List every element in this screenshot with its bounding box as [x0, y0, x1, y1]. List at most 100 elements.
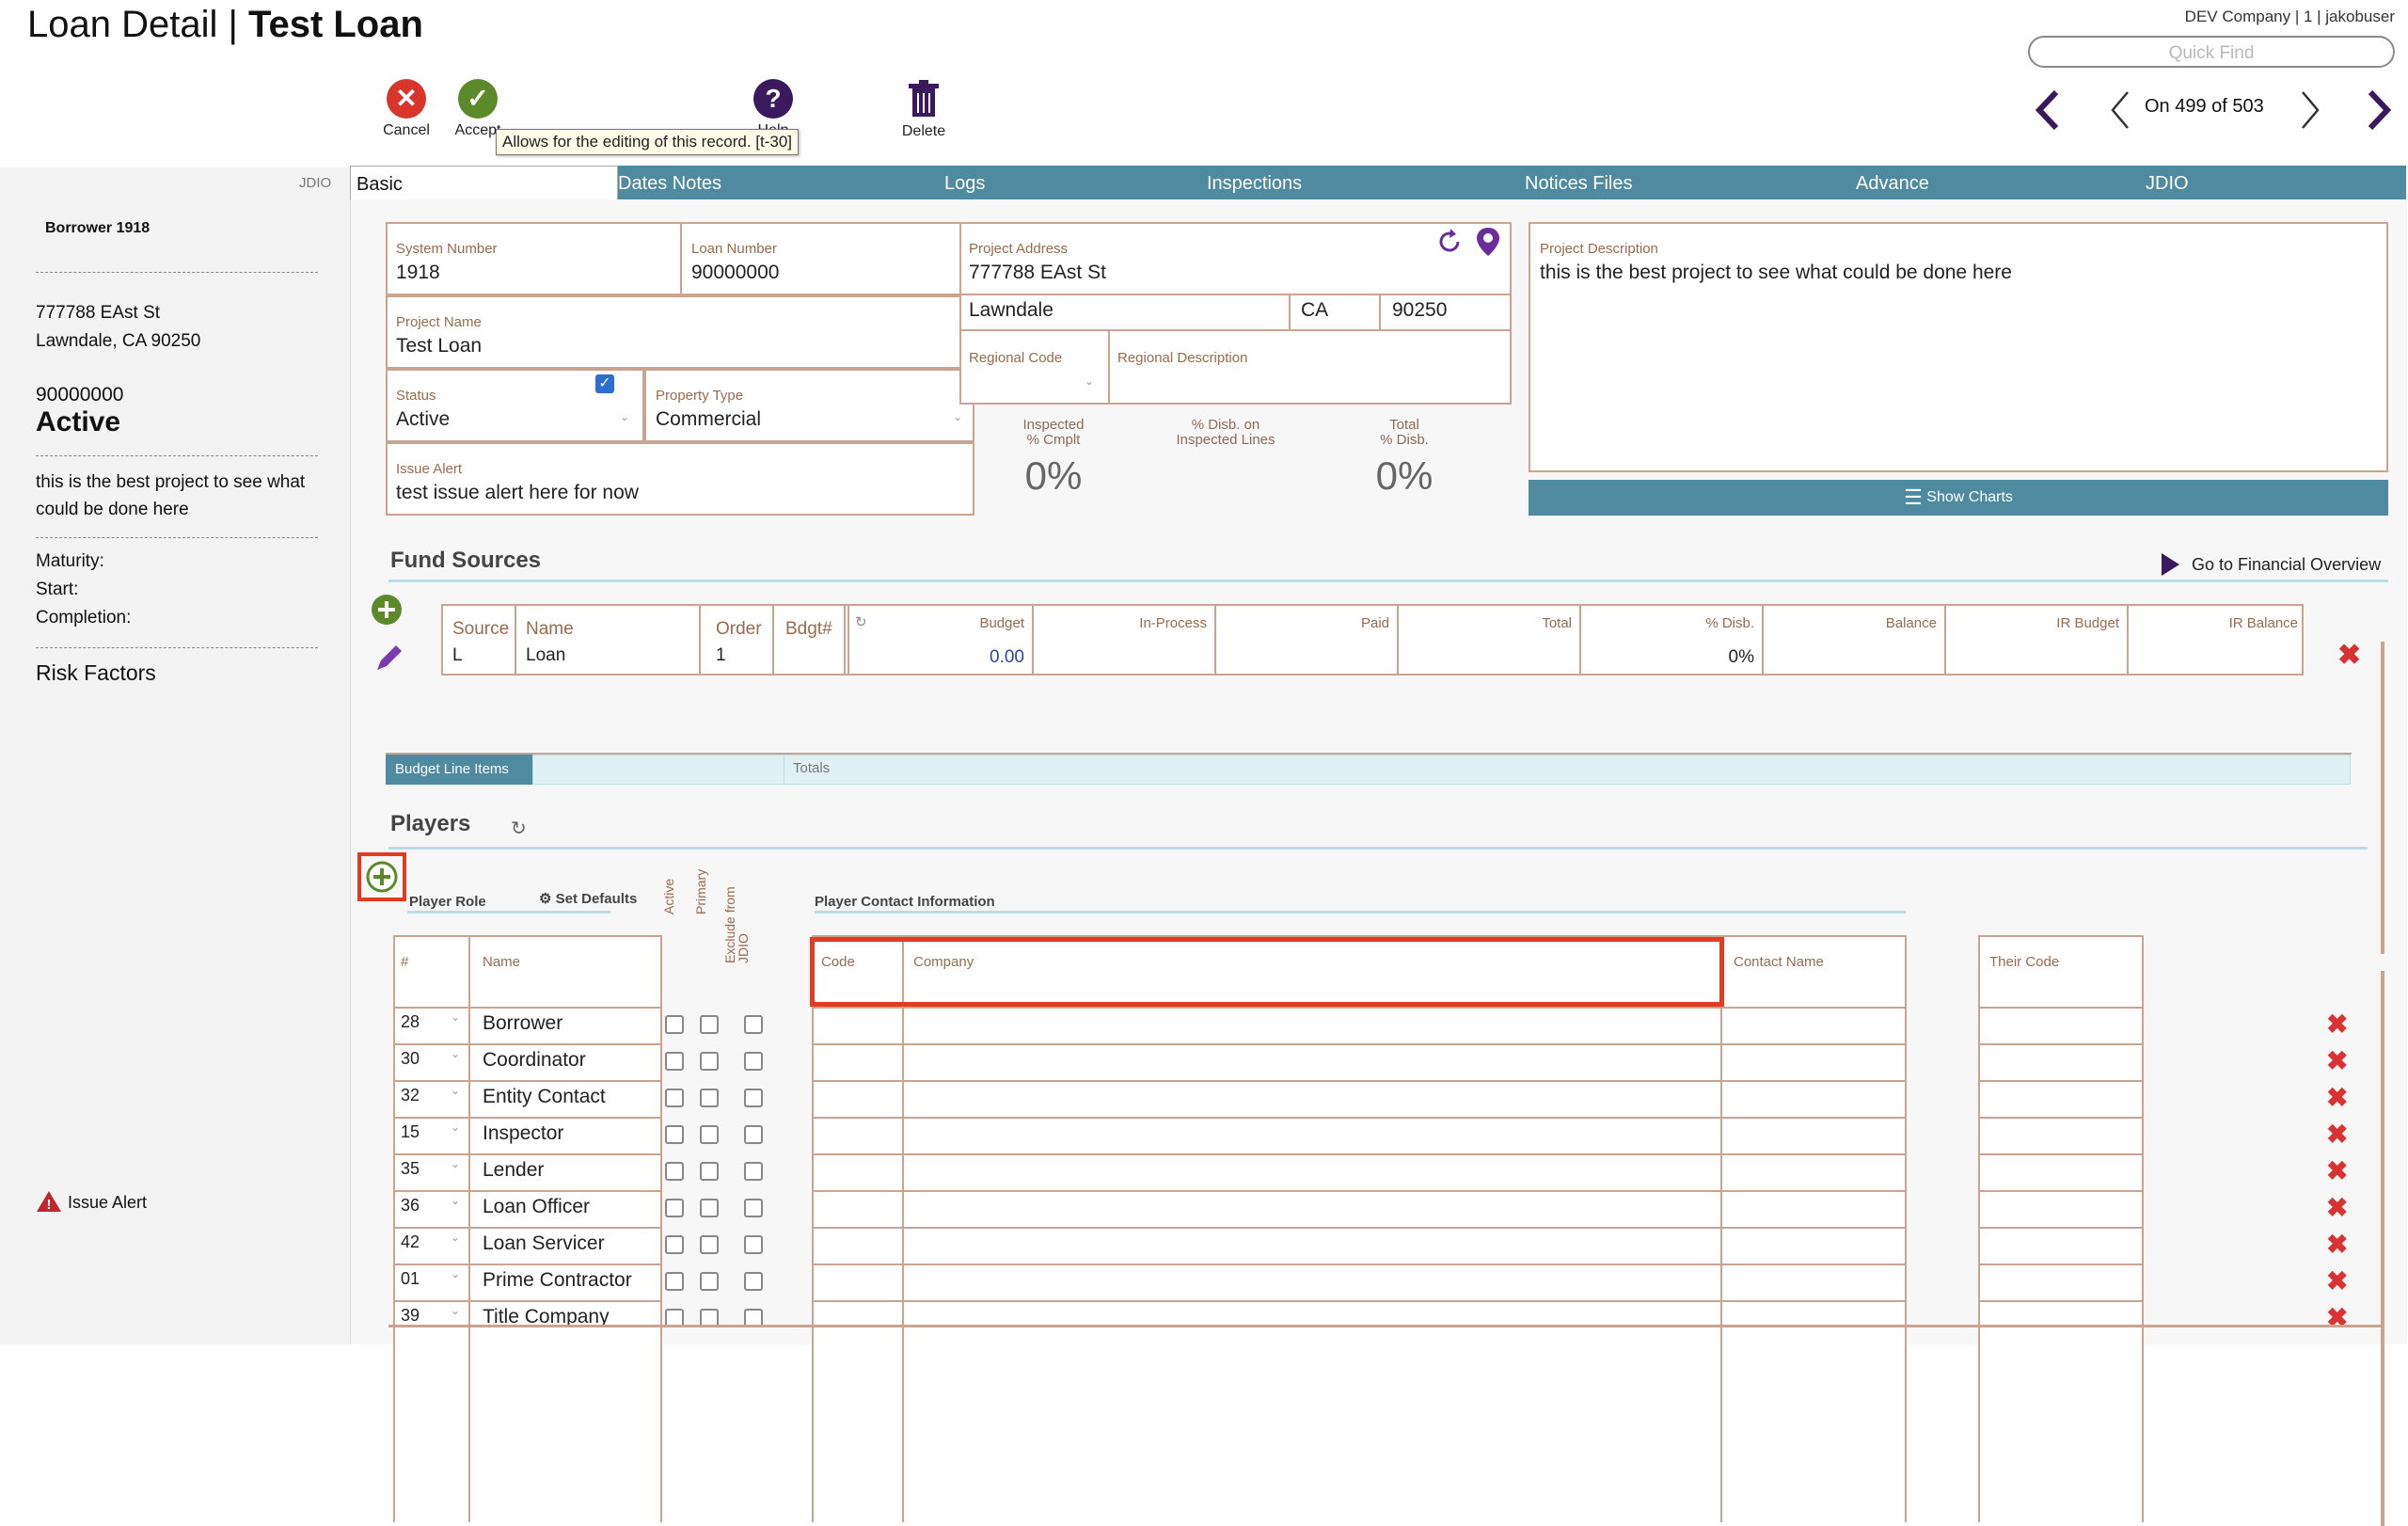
- next-record-icon[interactable]: [2295, 88, 2323, 132]
- map-pin-icon[interactable]: [1475, 226, 1501, 258]
- chevron-down-icon[interactable]: ⌄: [451, 1231, 461, 1244]
- exclude-checkbox[interactable]: [744, 1272, 763, 1291]
- exclude-checkbox[interactable]: [744, 1199, 763, 1217]
- refresh-small-icon[interactable]: ↻: [855, 614, 867, 630]
- tab-basic[interactable]: Basic: [350, 166, 618, 199]
- player-row-number[interactable]: 28: [401, 1012, 420, 1031]
- project-description-field[interactable]: this is the best project to see what cou…: [1540, 262, 2012, 283]
- delete-player-icon[interactable]: ✖: [2326, 1009, 2349, 1039]
- zip-field[interactable]: 90250: [1392, 299, 1448, 321]
- primary-checkbox[interactable]: [700, 1272, 719, 1291]
- active-checkbox[interactable]: [665, 1052, 684, 1071]
- primary-checkbox[interactable]: [700, 1199, 719, 1217]
- jdio-badge[interactable]: JDIO: [299, 175, 332, 191]
- refresh-players-icon[interactable]: ↻: [511, 819, 527, 839]
- status-select[interactable]: Active: [396, 408, 451, 430]
- primary-checkbox[interactable]: [700, 1015, 719, 1034]
- player-row-number[interactable]: 32: [401, 1086, 420, 1105]
- status-checkbox[interactable]: ✓: [595, 374, 614, 393]
- loan-number-field[interactable]: 90000000: [691, 262, 780, 283]
- prev-record-icon[interactable]: [2107, 88, 2135, 132]
- pencil-edit-icon[interactable]: [373, 642, 405, 674]
- chevron-down-icon[interactable]: ⌄: [451, 1194, 461, 1207]
- exclude-checkbox[interactable]: [744, 1162, 763, 1181]
- delete-player-icon[interactable]: ✖: [2326, 1120, 2349, 1149]
- primary-checkbox[interactable]: [700, 1089, 719, 1107]
- players-scrollbar[interactable]: [2381, 971, 2384, 1526]
- chevron-down-icon[interactable]: ⌄: [451, 1157, 461, 1170]
- sidebar-issue-alert[interactable]: Issue Alert: [68, 1193, 148, 1212]
- chevron-down-icon[interactable]: ⌄: [451, 1304, 461, 1317]
- state-field[interactable]: CA: [1301, 299, 1329, 321]
- primary-checkbox[interactable]: [700, 1162, 719, 1181]
- cancel-button[interactable]: ✕ Cancel: [376, 79, 436, 139]
- scrollbar[interactable]: [2381, 642, 2384, 954]
- delete-player-icon[interactable]: ✖: [2326, 1266, 2349, 1296]
- delete-player-icon[interactable]: ✖: [2326, 1156, 2349, 1185]
- budget-value[interactable]: 0.00: [990, 647, 1024, 667]
- player-row-number[interactable]: 15: [401, 1122, 420, 1141]
- go-financial-overview-link[interactable]: Go to Financial Overview: [2192, 555, 2382, 574]
- show-charts-button[interactable]: ☰ Show Charts: [1529, 480, 2388, 516]
- active-checkbox[interactable]: [665, 1235, 684, 1254]
- exclude-checkbox[interactable]: [744, 1015, 763, 1034]
- delete-player-icon[interactable]: ✖: [2326, 1303, 2349, 1332]
- chevron-down-icon[interactable]: ⌄: [451, 1121, 461, 1134]
- exclude-checkbox[interactable]: [744, 1235, 763, 1254]
- exclude-checkbox[interactable]: [744, 1089, 763, 1107]
- chevron-down-icon[interactable]: ⌄: [451, 1084, 461, 1097]
- chevron-down-icon[interactable]: ⌄: [1085, 374, 1095, 388]
- project-address-field[interactable]: 777788 EAst St: [969, 262, 1106, 283]
- tab-inspections[interactable]: Inspections: [1207, 173, 1303, 194]
- primary-checkbox[interactable]: [700, 1235, 719, 1254]
- refresh-icon[interactable]: [1435, 228, 1464, 256]
- delete-player-icon[interactable]: ✖: [2326, 1083, 2349, 1112]
- delete-player-icon[interactable]: ✖: [2326, 1230, 2349, 1259]
- active-checkbox[interactable]: [665, 1272, 684, 1291]
- add-fund-source-icon[interactable]: [370, 593, 404, 627]
- player-row-number[interactable]: 35: [401, 1159, 420, 1178]
- active-checkbox[interactable]: [665, 1125, 684, 1144]
- player-row-number[interactable]: 39: [401, 1306, 420, 1325]
- fund-name-value[interactable]: Loan: [526, 645, 566, 665]
- system-number-field[interactable]: 1918: [396, 262, 440, 283]
- chevron-down-icon[interactable]: ⌄: [451, 1267, 461, 1280]
- player-row-number[interactable]: 01: [401, 1269, 420, 1288]
- accept-button[interactable]: ✓ Accept: [448, 79, 508, 139]
- primary-checkbox[interactable]: [700, 1052, 719, 1071]
- project-name-field[interactable]: Test Loan: [396, 335, 483, 357]
- tab-logs[interactable]: Logs: [944, 173, 986, 194]
- delete-player-icon[interactable]: ✖: [2326, 1193, 2349, 1222]
- player-row-number[interactable]: 42: [401, 1232, 420, 1251]
- active-checkbox[interactable]: [665, 1015, 684, 1034]
- fund-order-value[interactable]: 1: [716, 645, 726, 665]
- fund-source-value[interactable]: L: [452, 645, 463, 665]
- delete-fund-source-icon[interactable]: ✖: [2337, 640, 2362, 671]
- exclude-checkbox[interactable]: [744, 1125, 763, 1144]
- first-record-icon[interactable]: [2032, 88, 2064, 132]
- active-checkbox[interactable]: [665, 1162, 684, 1181]
- budget-line-items-button[interactable]: Budget Line Items: [386, 755, 532, 785]
- active-checkbox[interactable]: [665, 1199, 684, 1217]
- tab-dates-notes[interactable]: Dates Notes: [618, 173, 722, 194]
- active-checkbox[interactable]: [665, 1089, 684, 1107]
- tab-notices-files[interactable]: Notices Files: [1525, 173, 1633, 194]
- tab-advance[interactable]: Advance: [1856, 173, 1929, 194]
- set-defaults-button[interactable]: ⚙ Set Defaults: [539, 890, 637, 907]
- player-row-number[interactable]: 30: [401, 1049, 420, 1068]
- primary-checkbox[interactable]: [700, 1125, 719, 1144]
- player-row-number[interactable]: 36: [401, 1196, 420, 1215]
- delete-player-icon[interactable]: ✖: [2326, 1046, 2349, 1075]
- chevron-down-icon[interactable]: ⌄: [451, 1010, 461, 1024]
- tab-jdio[interactable]: JDIO: [2146, 173, 2189, 194]
- exclude-checkbox[interactable]: [744, 1052, 763, 1071]
- quick-find-input[interactable]: Quick Find: [2028, 36, 2395, 68]
- city-field[interactable]: Lawndale: [969, 299, 1054, 321]
- last-record-icon[interactable]: [2363, 88, 2395, 132]
- add-player-icon[interactable]: [365, 860, 399, 894]
- chevron-down-icon[interactable]: ⌄: [451, 1047, 461, 1060]
- delete-button[interactable]: Delete: [894, 79, 954, 140]
- issue-alert-field[interactable]: test issue alert here for now: [396, 482, 639, 503]
- sidebar-risk-factors[interactable]: Risk Factors: [36, 660, 156, 685]
- property-type-select[interactable]: Commercial: [656, 408, 762, 430]
